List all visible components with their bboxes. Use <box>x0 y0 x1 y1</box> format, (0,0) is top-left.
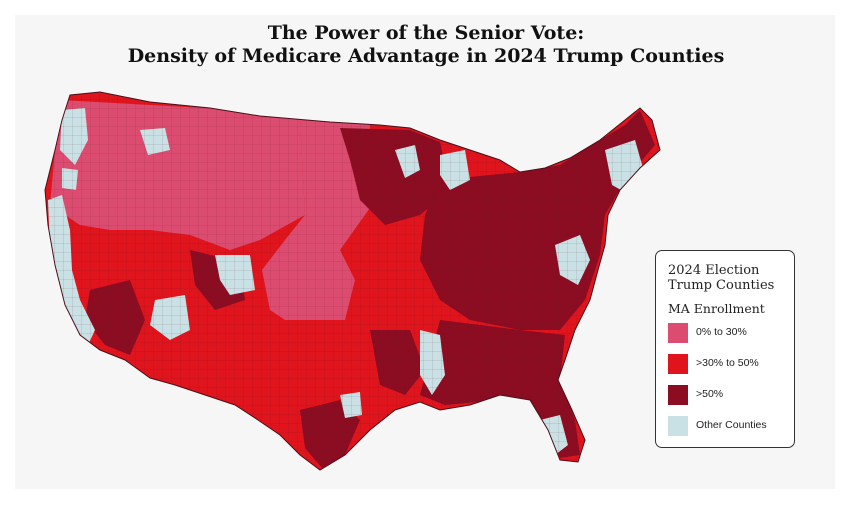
legend-item-mid: >30% to 50% <box>668 354 796 374</box>
legend-swatch-other <box>668 416 688 436</box>
legend-swatch-high <box>668 385 688 405</box>
county-fill-layer <box>45 92 660 470</box>
legend-label-high: >50% <box>696 388 724 400</box>
legend-title: 2024 Election Trump Counties <box>668 263 792 293</box>
legend-label-low: 0% to 30% <box>696 326 747 338</box>
legend-swatch-low <box>668 323 688 343</box>
title-line-2: Density of Medicare Advantage in 2024 Tr… <box>127 45 725 67</box>
us-outline <box>44 91 661 471</box>
legend-subtitle: MA Enrollment <box>668 301 765 316</box>
map-title: The Power of the Senior Vote: Density of… <box>0 22 852 68</box>
legend-item-other: Other Counties <box>668 416 796 436</box>
legend-box: 2024 Election Trump Counties MA Enrollme… <box>655 250 795 448</box>
legend-title-line-2: Trump Counties <box>668 278 775 293</box>
legend-item-high: >50% <box>668 385 796 405</box>
legend-label-other: Other Counties <box>696 419 767 431</box>
legend-item-low: 0% to 30% <box>668 323 796 343</box>
title-line-1: The Power of the Senior Vote: <box>267 22 585 44</box>
legend-label-mid: >30% to 50% <box>696 357 759 369</box>
legend-title-line-1: 2024 Election <box>668 263 760 278</box>
legend-swatch-mid <box>668 354 688 374</box>
county-grid <box>45 92 660 470</box>
